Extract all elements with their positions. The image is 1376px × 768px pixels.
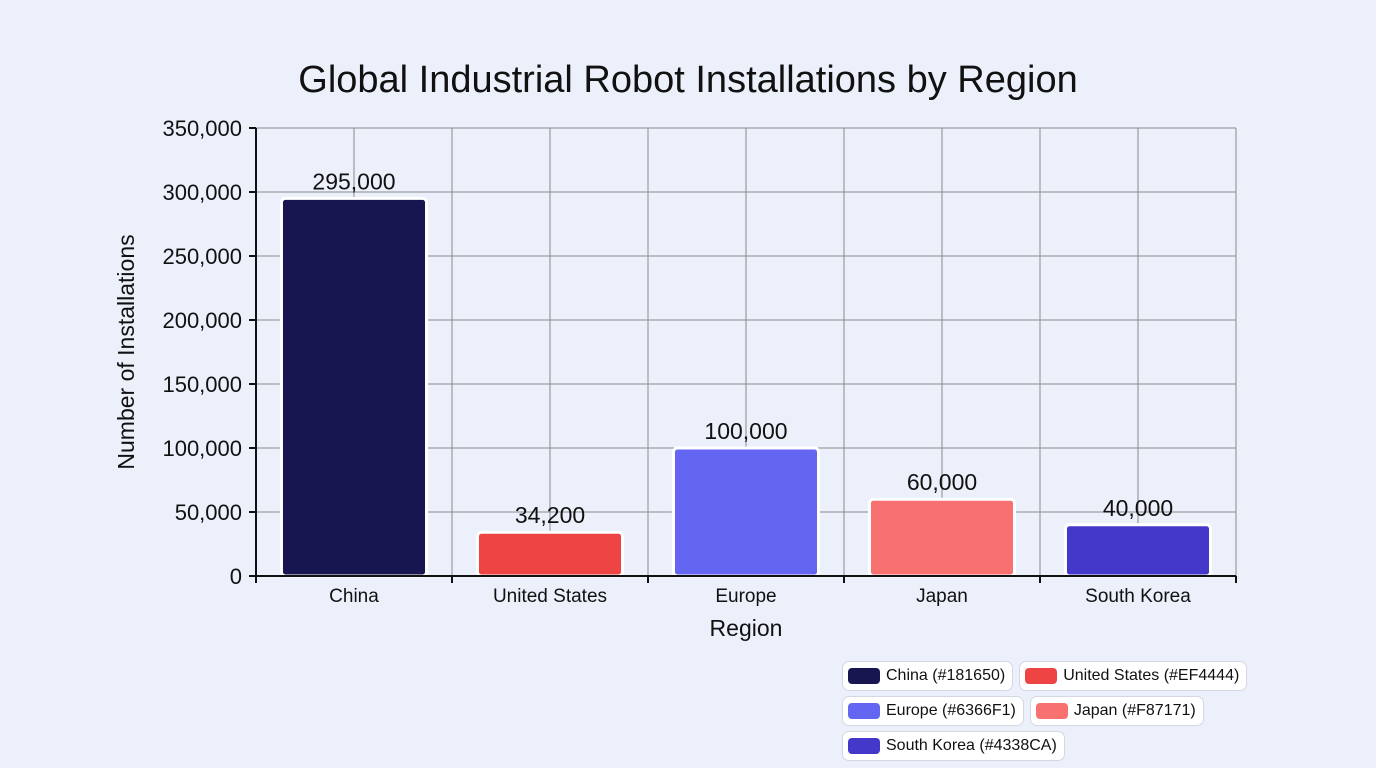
- y-tick-label: 350,000: [162, 116, 242, 141]
- x-tick-label: China: [329, 586, 379, 607]
- legend-label: Europe (#6366F1): [886, 702, 1016, 719]
- data-label: 100,000: [704, 418, 787, 444]
- legend-item: China (#181650): [842, 661, 1014, 691]
- legend-label: Japan (#F87171): [1073, 702, 1196, 719]
- legend-label: United States (#EF4444): [1063, 667, 1240, 684]
- y-tick-label: 150,000: [162, 372, 242, 397]
- bar-south-korea: [1063, 523, 1213, 578]
- bar-europe: [671, 446, 821, 578]
- legend-swatch: [848, 703, 880, 719]
- y-tick-label: 200,000: [162, 308, 242, 333]
- legend-swatch: [1025, 668, 1058, 684]
- legend-label: China (#181650): [886, 667, 1006, 684]
- data-label: 34,200: [515, 502, 585, 528]
- bar-united-states: [475, 530, 625, 578]
- y-tick-label: 50,000: [175, 500, 242, 525]
- bar-japan: [867, 497, 1017, 578]
- y-tick-label: 0: [230, 564, 242, 589]
- legend-item: Japan (#F87171): [1029, 696, 1204, 726]
- legend-swatch: [848, 738, 880, 754]
- legend: China (#181650) United States (#EF4444) Eu…: [842, 661, 1282, 761]
- y-tick-label: 250,000: [162, 244, 242, 269]
- data-label: 40,000: [1103, 495, 1173, 521]
- x-axis-title: Region: [710, 615, 783, 641]
- data-label: 60,000: [907, 469, 977, 495]
- legend-item: United States (#EF4444): [1019, 661, 1248, 691]
- bar-china: [279, 196, 429, 578]
- x-tick-label: Europe: [715, 586, 776, 607]
- data-labels: 295,000 34,200 100,000 60,000 40,000: [312, 168, 1173, 528]
- legend-swatch: [848, 668, 880, 684]
- x-tick-label: South Korea: [1085, 586, 1191, 607]
- legend-item: Europe (#6366F1): [842, 696, 1024, 726]
- y-tick-label: 300,000: [162, 180, 242, 205]
- y-tick-label: 100,000: [162, 436, 242, 461]
- legend-item: South Korea (#4338CA): [842, 731, 1065, 761]
- data-label: 295,000: [312, 168, 395, 194]
- chart-title: Global Industrial Robot Installations by…: [298, 59, 1077, 101]
- axes: 0 50,000 100,000 150,000 200,000 250,000 300,0…: [162, 116, 1237, 607]
- legend-label: South Korea (#4338CA): [886, 737, 1057, 754]
- x-tick-label: United States: [493, 586, 607, 607]
- legend-swatch: [1035, 703, 1068, 719]
- x-tick-label: Japan: [916, 586, 968, 607]
- y-axis-title: Number of Installations: [113, 234, 139, 469]
